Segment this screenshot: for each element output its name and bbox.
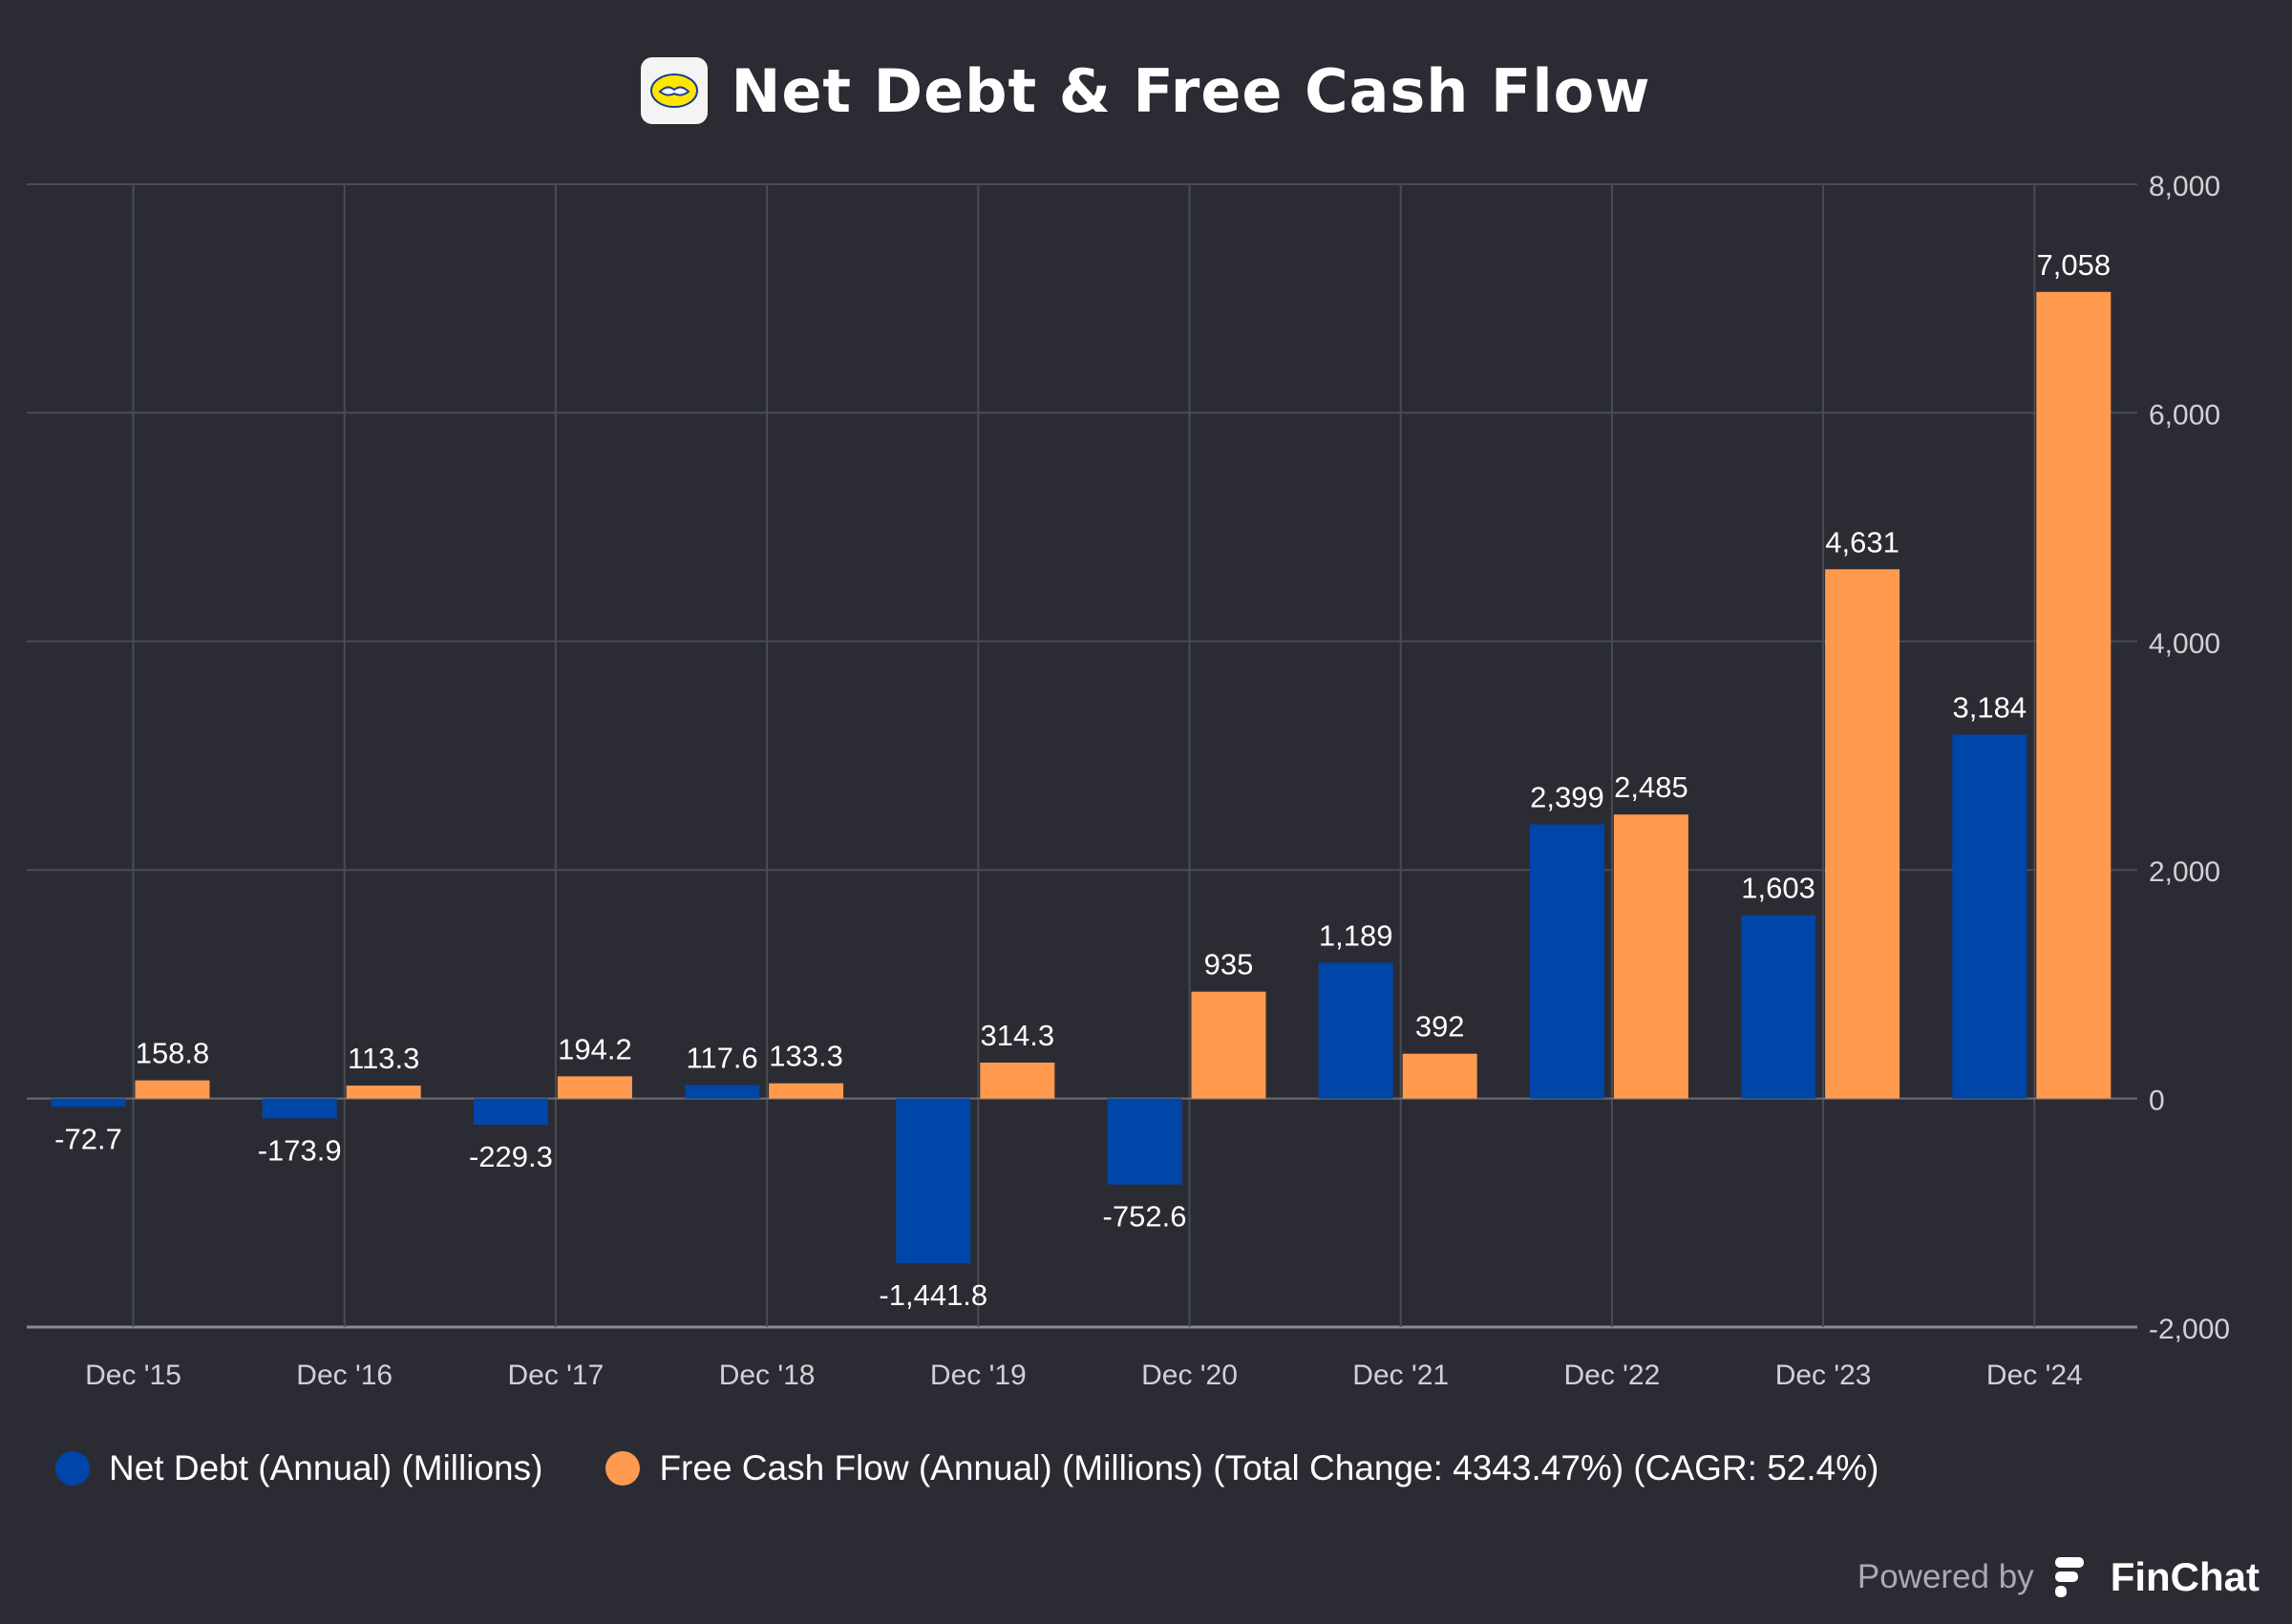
label-free-cash-flow: 314.3 xyxy=(981,1019,1055,1052)
x-tick-label: Dec '15 xyxy=(85,1360,181,1391)
legend-item-free-cash-flow[interactable]: Free Cash Flow (Annual) (Millions) (Tota… xyxy=(605,1448,1878,1488)
bar-net-debt[interactable] xyxy=(1318,962,1393,1099)
legend-label-net-debt: Net Debt (Annual) (Millions) xyxy=(109,1448,543,1487)
company-logo xyxy=(641,57,709,124)
label-net-debt: -229.3 xyxy=(469,1140,553,1173)
bar-net-debt[interactable] xyxy=(262,1098,337,1119)
chart-header: Net Debt & Free Cash Flow xyxy=(0,50,2292,132)
handshake-icon xyxy=(650,74,699,108)
label-net-debt: 3,184 xyxy=(1953,690,2027,724)
finchat-brand: FinChat xyxy=(2110,1554,2260,1599)
axes: -2,000 0 2,000 4,000 6,000 8,000 Dec '15 Dec '1… xyxy=(85,171,2230,1391)
x-tick-label: Dec '21 xyxy=(1352,1360,1449,1391)
y-tick-label: 6,000 xyxy=(2149,399,2220,431)
label-free-cash-flow: 194.2 xyxy=(558,1032,632,1065)
label-free-cash-flow: 935 xyxy=(1204,948,1254,981)
x-tick-label: Dec '23 xyxy=(1775,1360,1872,1391)
x-tick-label: Dec '22 xyxy=(1564,1360,1661,1391)
legend-label-free-cash-flow: Free Cash Flow (Annual) (Millions) (Tota… xyxy=(659,1448,1879,1487)
x-tick-label: Dec '20 xyxy=(1141,1360,1238,1391)
bars xyxy=(51,291,2112,1264)
y-tick-label: 8,000 xyxy=(2149,171,2220,202)
label-free-cash-flow: 7,058 xyxy=(2037,248,2112,282)
label-free-cash-flow: 2,485 xyxy=(1614,770,1688,804)
label-free-cash-flow: 158.8 xyxy=(136,1037,210,1070)
label-free-cash-flow: 133.3 xyxy=(769,1040,843,1073)
label-net-debt: 1,189 xyxy=(1319,918,1393,952)
bar-free-cash-flow[interactable] xyxy=(1825,569,1900,1099)
bar-net-debt[interactable] xyxy=(896,1098,971,1264)
y-tick-label: -2,000 xyxy=(2149,1314,2230,1345)
bar-free-cash-flow[interactable] xyxy=(769,1083,844,1099)
bar-free-cash-flow[interactable] xyxy=(1191,991,1266,1099)
bar-net-debt[interactable] xyxy=(1107,1098,1182,1185)
bar-net-debt[interactable] xyxy=(1529,824,1604,1099)
label-free-cash-flow: 392 xyxy=(1415,1010,1465,1044)
legend-dot-net-debt xyxy=(55,1451,90,1486)
x-tick-label: Dec '16 xyxy=(296,1360,393,1391)
label-free-cash-flow: 113.3 xyxy=(348,1042,419,1075)
x-tick-label: Dec '18 xyxy=(719,1360,816,1391)
label-net-debt: -173.9 xyxy=(258,1133,342,1167)
label-free-cash-flow: 4,631 xyxy=(1825,525,1899,559)
legend-item-net-debt[interactable]: Net Debt (Annual) (Millions) xyxy=(55,1448,542,1488)
bar-free-cash-flow[interactable] xyxy=(980,1062,1055,1099)
label-net-debt: -72.7 xyxy=(54,1122,122,1155)
bar-free-cash-flow[interactable] xyxy=(135,1080,210,1099)
legend-dot-free-cash-flow xyxy=(605,1451,641,1486)
powered-by-label: Powered by xyxy=(1857,1558,2034,1595)
label-net-debt: -1,441.8 xyxy=(879,1278,987,1312)
chart-title: Net Debt & Free Cash Flow xyxy=(731,55,1651,126)
label-net-debt: 2,399 xyxy=(1530,780,1604,813)
bar-net-debt[interactable] xyxy=(1741,915,1816,1099)
bar-net-debt[interactable] xyxy=(1952,734,2027,1099)
x-tick-label: Dec '17 xyxy=(508,1360,605,1391)
bar-net-debt[interactable] xyxy=(685,1085,760,1099)
footer-attribution: Powered by FinChat xyxy=(1857,1549,2260,1606)
chart-legend: Net Debt (Annual) (Millions) Free Cash F… xyxy=(55,1445,1942,1492)
bar-net-debt[interactable] xyxy=(473,1098,548,1126)
bar-free-cash-flow[interactable] xyxy=(346,1086,421,1099)
bar-free-cash-flow[interactable] xyxy=(557,1076,632,1099)
bar-free-cash-flow[interactable] xyxy=(2036,291,2112,1099)
label-net-debt: 117.6 xyxy=(686,1042,757,1075)
label-net-debt: -752.6 xyxy=(1103,1200,1187,1234)
y-tick-label: 2,000 xyxy=(2149,856,2220,888)
x-tick-label: Dec '19 xyxy=(930,1360,1027,1391)
bar-free-cash-flow[interactable] xyxy=(1613,814,1688,1099)
x-tick-label: Dec '24 xyxy=(1986,1360,2083,1391)
finchat-logo-icon xyxy=(2054,1557,2084,1597)
y-tick-label: 4,000 xyxy=(2149,628,2220,660)
data-labels: -72.7 -173.9 -229.3 117.6 -1,441.8 -752.6 1,18… xyxy=(54,248,2111,1312)
grid-lines xyxy=(27,183,2137,1329)
bar-free-cash-flow[interactable] xyxy=(1402,1053,1477,1099)
bar-net-debt[interactable] xyxy=(51,1098,126,1107)
label-net-debt: 1,603 xyxy=(1741,872,1815,905)
y-tick-label: 0 xyxy=(2149,1086,2165,1117)
